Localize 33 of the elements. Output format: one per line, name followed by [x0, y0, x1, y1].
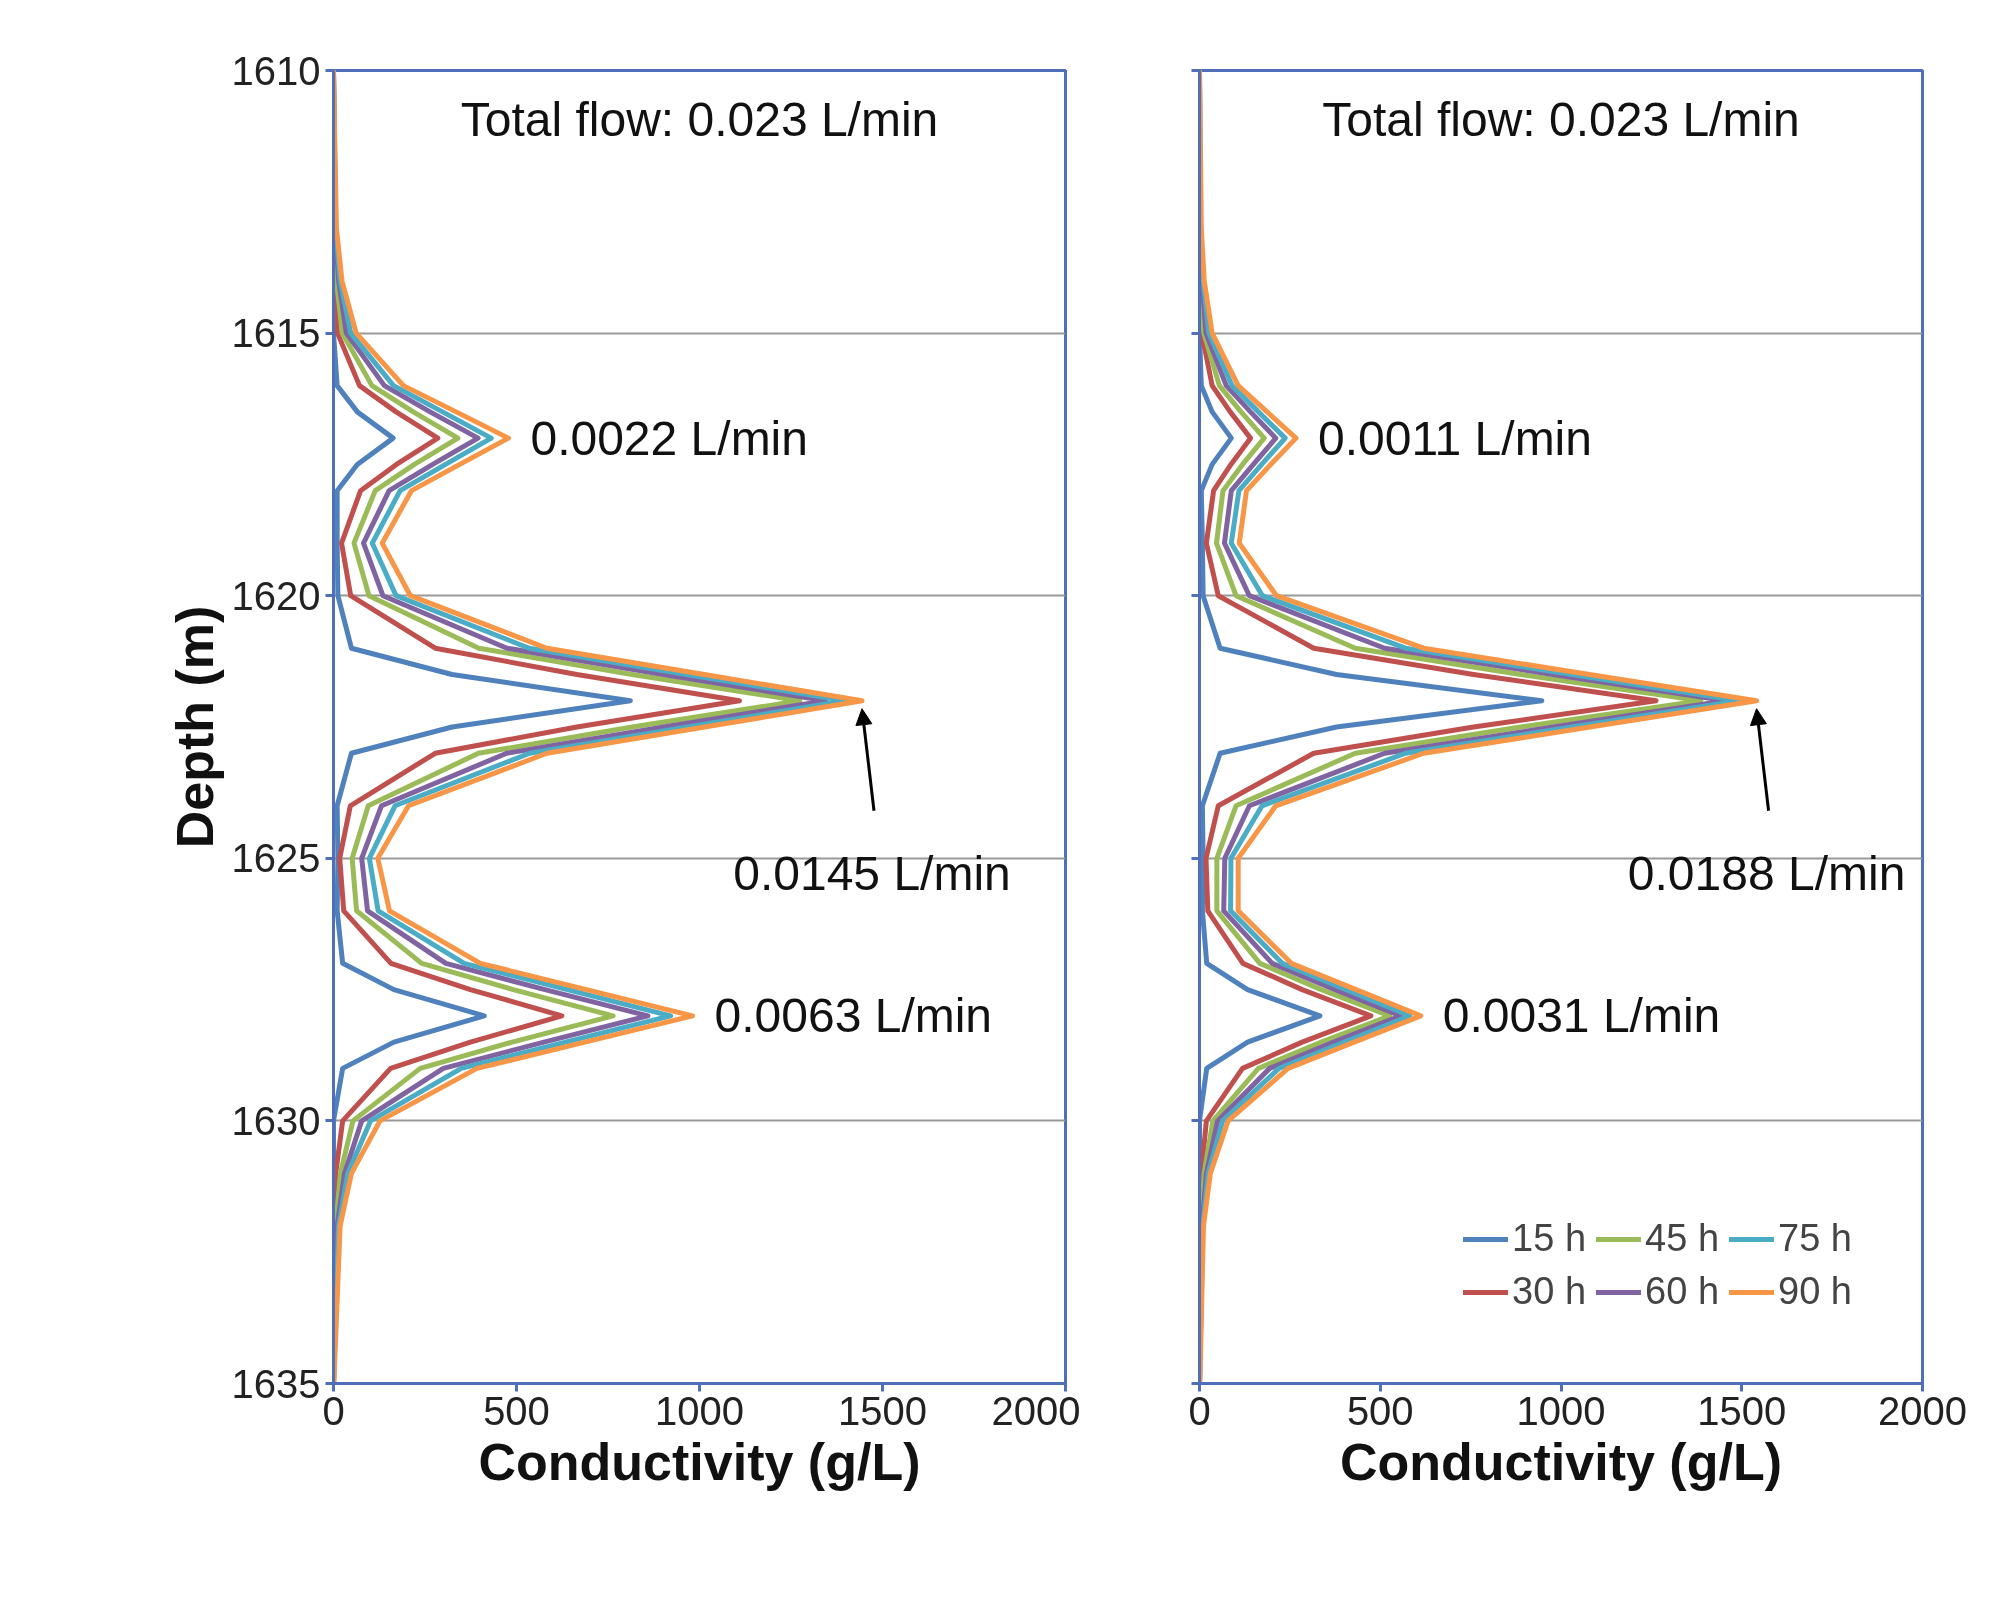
y-tick-label: 1610: [231, 48, 321, 93]
y-axis-title: Depth (m): [165, 605, 224, 849]
legend-label: 60 h: [1645, 1270, 1720, 1313]
x-tick-label: 500: [483, 1388, 550, 1433]
legend-label: 75 h: [1778, 1217, 1852, 1260]
x-tick-label: 1000: [1516, 1388, 1606, 1433]
x-tick-label: 0: [322, 1388, 345, 1433]
annotation: 0.0011 L/min: [1318, 411, 1592, 465]
legend-label: 45 h: [1645, 1217, 1720, 1260]
x-tick-label: 2000: [991, 1388, 1081, 1433]
legend-label: 30 h: [1512, 1270, 1587, 1313]
annotation: 0.0031 L/min: [1442, 989, 1721, 1043]
x-tick-label: 500: [1346, 1388, 1414, 1433]
x-tick-label: 1000: [655, 1388, 744, 1433]
legend-label: 90 h: [1778, 1270, 1852, 1313]
annotation: 0.0145 L/min: [733, 847, 1011, 901]
annotation: 0.0063 L/min: [714, 989, 993, 1043]
annotation: 0.0022 L/min: [530, 411, 808, 465]
x-axis-title: Conductivity (g/L): [478, 1432, 921, 1491]
annotation: Total flow: 0.023 L/min: [460, 92, 939, 146]
y-tick-label: 1630: [231, 1098, 321, 1143]
x-tick-label: 1500: [838, 1388, 927, 1433]
x-axis-title: Conductivity (g/L): [1340, 1432, 1782, 1491]
x-tick-label: 1500: [1697, 1388, 1787, 1433]
legend-label: 15 h: [1512, 1217, 1587, 1260]
annotation: 0.0188 L/min: [1627, 847, 1906, 901]
y-tick-label: 1625: [231, 836, 321, 881]
x-tick-label: 2000: [1878, 1388, 1967, 1433]
annotation: Total flow: 0.023 L/min: [1322, 92, 1800, 146]
y-tick-label: 1635: [231, 1361, 321, 1406]
x-tick-label: 0: [1188, 1388, 1211, 1433]
y-tick-label: 1615: [231, 311, 321, 356]
y-tick-label: 1620: [231, 573, 321, 618]
